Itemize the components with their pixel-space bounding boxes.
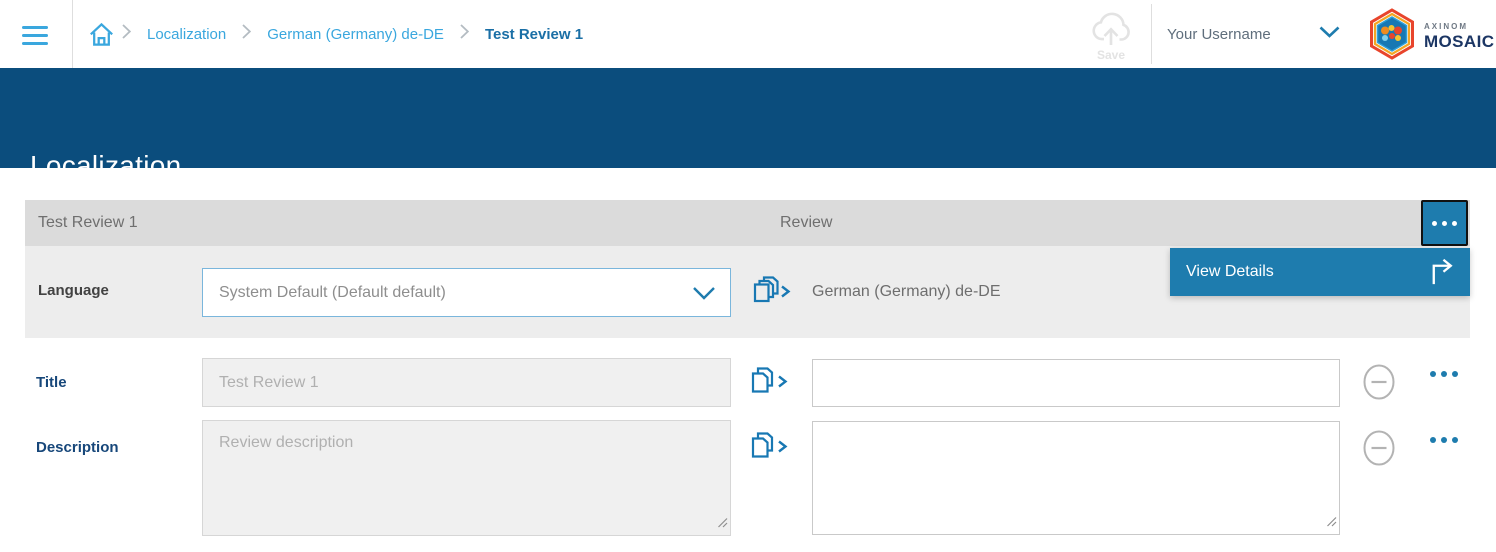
context-menu: View Details	[1170, 248, 1470, 296]
chevron-down-icon	[1271, 25, 1340, 43]
top-bar: Localization German (Germany) de-DE Test…	[0, 0, 1496, 68]
username-label: Your Username	[1167, 25, 1271, 43]
page-title: Localization	[30, 150, 182, 181]
language-select-value: System Default (Default default)	[219, 284, 446, 301]
breadcrumb-current: Test Review 1	[484, 25, 584, 43]
breadcrumb-link-localization[interactable]: Localization	[147, 25, 227, 43]
save-button[interactable]: Save	[1084, 8, 1138, 62]
copy-pages-chevron-icon	[748, 367, 790, 401]
description-default-textarea	[202, 420, 731, 536]
description-copy-default-button[interactable]	[748, 429, 790, 463]
language-field-label: Language	[38, 282, 109, 299]
hamburger-icon	[22, 25, 48, 49]
minus-circle-icon	[1362, 364, 1396, 404]
title-field-label: Title	[36, 374, 67, 391]
topbar-divider	[1151, 4, 1152, 64]
description-field-label: Description	[36, 439, 119, 456]
language-select[interactable]: System Default (Default default)	[202, 268, 731, 317]
entity-name: Test Review 1	[38, 214, 138, 231]
axinom-mosaic-logo-icon	[1367, 8, 1417, 65]
save-button-label: Save	[1096, 47, 1126, 62]
brand-name-top: AXINOM	[1424, 21, 1468, 31]
hamburger-menu-button[interactable]	[20, 22, 50, 48]
home-button[interactable]	[86, 19, 116, 49]
brand-logo: AXINOM MOSAIC	[1367, 8, 1494, 65]
save-cloud-icon	[1088, 12, 1134, 50]
copy-pages-chevron-icon	[751, 276, 793, 311]
breadcrumb-link-locale[interactable]: German (Germany) de-DE	[267, 25, 444, 43]
more-options-icon	[1430, 220, 1460, 226]
breadcrumb-separator-icon	[122, 24, 132, 44]
topbar-divider	[72, 0, 73, 68]
copy-pages-chevron-icon	[748, 432, 790, 466]
menu-item-view-details[interactable]: View Details	[1170, 248, 1470, 296]
brand-name-bottom: MOSAIC	[1424, 31, 1495, 51]
minus-circle-icon	[1362, 430, 1396, 470]
entity-bar: Test Review 1 Review	[25, 200, 1470, 246]
resize-handle-icon[interactable]	[717, 515, 728, 533]
language-localized-value: German (Germany) de-DE	[812, 283, 1001, 300]
home-icon	[88, 22, 115, 51]
more-options-icon	[1427, 371, 1460, 377]
title-remove-button[interactable]	[1362, 363, 1396, 401]
resize-handle-icon[interactable]	[1326, 514, 1337, 532]
breadcrumb: Localization German (Germany) de-DE Test…	[122, 0, 583, 68]
description-default-field	[202, 420, 731, 536]
language-copy-default-button[interactable]	[751, 274, 793, 308]
description-remove-button[interactable]	[1362, 429, 1396, 467]
page-header: Localization	[0, 68, 1496, 181]
user-menu-dropdown[interactable]: Your Username	[1167, 0, 1340, 68]
more-options-icon	[1427, 437, 1460, 443]
title-localized-input[interactable]	[812, 359, 1340, 407]
breadcrumb-separator-icon	[242, 24, 252, 44]
title-more-options-button[interactable]	[1427, 371, 1460, 377]
menu-item-label: View Details	[1186, 263, 1274, 280]
description-localized-field	[812, 421, 1340, 535]
description-more-options-button[interactable]	[1427, 437, 1460, 443]
entity-more-options-button[interactable]	[1421, 200, 1468, 246]
title-copy-default-button[interactable]	[748, 364, 790, 398]
title-default-input	[202, 358, 731, 407]
breadcrumb-separator-icon	[460, 24, 470, 44]
description-localized-textarea[interactable]	[812, 421, 1340, 535]
entity-type: Review	[780, 214, 833, 231]
